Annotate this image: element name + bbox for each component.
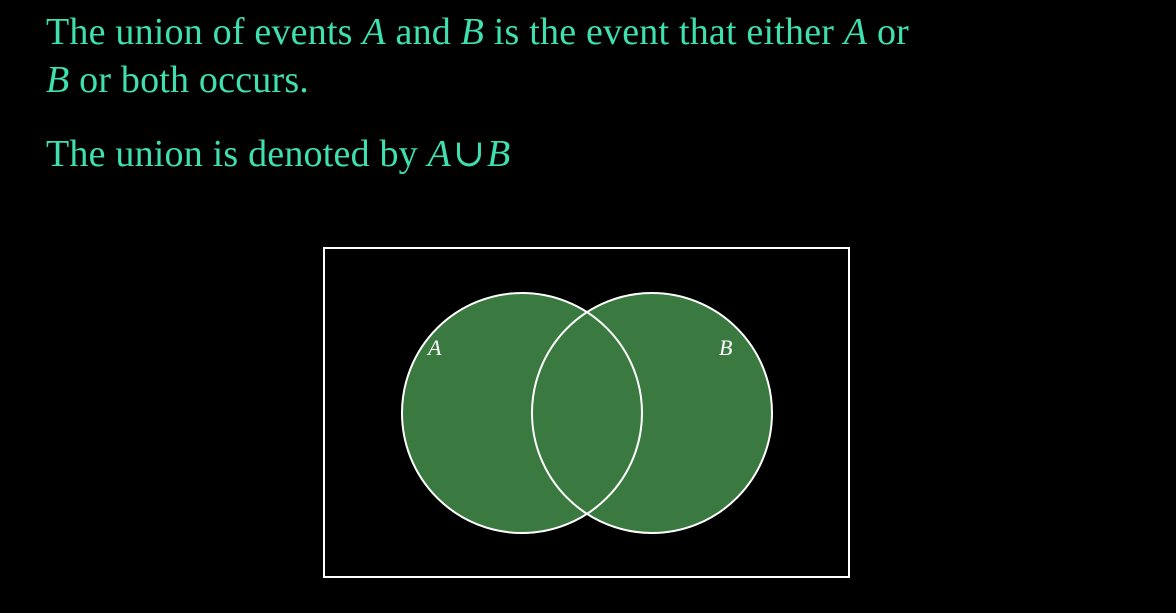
circle-a-outline xyxy=(401,292,643,534)
event-a-symbol-2: A xyxy=(843,11,868,53)
definition-prefix: The union of events xyxy=(46,11,363,53)
notation-right-symbol: B xyxy=(487,133,511,175)
event-b-symbol: B xyxy=(460,11,485,53)
notation-left-symbol: A xyxy=(427,133,451,175)
circle-b-label: B xyxy=(719,335,732,360)
event-a-symbol: A xyxy=(362,11,386,53)
definition-suffix: or both occurs. xyxy=(69,59,310,101)
union-region xyxy=(402,293,772,533)
sample-space-frame xyxy=(323,247,850,578)
definition-text: The union of events A and B is the event… xyxy=(46,8,1146,104)
circle-b-fill xyxy=(532,293,772,533)
circle-b-outline xyxy=(531,292,773,534)
definition-and: and xyxy=(385,11,461,53)
event-b-symbol-2: B xyxy=(46,59,70,101)
definition-or: or xyxy=(867,11,910,53)
definition-middle: is the event that either xyxy=(484,11,844,53)
union-operator: ∪ xyxy=(453,133,486,175)
circle-a-label: A xyxy=(426,335,442,360)
notation-text: The union is denoted by A∪B xyxy=(46,130,1146,178)
notation-prefix: The union is denoted by xyxy=(46,133,428,175)
